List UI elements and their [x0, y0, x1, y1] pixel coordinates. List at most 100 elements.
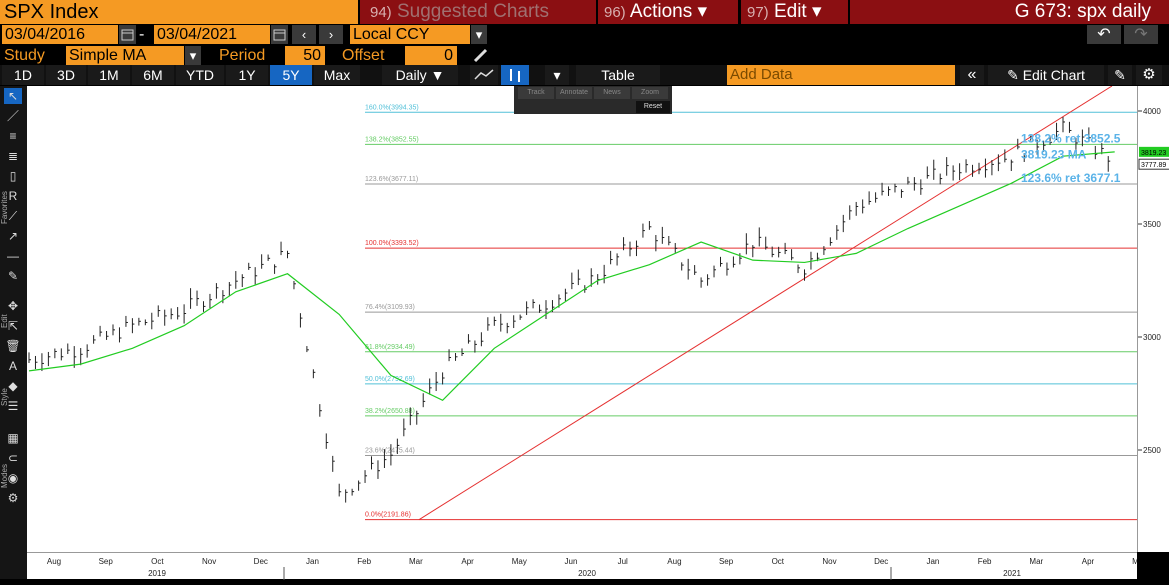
x-year-label: 2020: [578, 569, 596, 578]
period-tab[interactable]: 5Y: [270, 65, 312, 85]
mode-menu-item[interactable]: Track: [518, 87, 554, 99]
settings-icon[interactable]: ⚙: [7, 491, 19, 505]
end-date-field[interactable]: 03/04/2021: [154, 25, 270, 44]
line-chart-icon[interactable]: [470, 65, 498, 85]
offset-input[interactable]: 0: [405, 46, 457, 65]
start-date-field[interactable]: 03/04/2016: [2, 25, 118, 44]
fib-ext-icon[interactable]: ≣: [7, 149, 19, 163]
x-tick-label: Jan: [926, 557, 939, 566]
period-tab[interactable]: 3D: [46, 65, 86, 85]
x-tick-label: Nov: [822, 557, 836, 566]
suggested-charts-menu[interactable]: 94) Suggested Charts: [360, 0, 596, 24]
mode-menu-items: Track Annotate News Zoom: [516, 87, 670, 99]
period-tab[interactable]: 1Y: [226, 65, 268, 85]
offset-label: Offset: [342, 47, 385, 64]
add-data-input[interactable]: [727, 65, 955, 85]
collapse-icon[interactable]: «: [960, 65, 984, 85]
section-label-favorites: Favorites: [0, 191, 9, 224]
redo-icon[interactable]: ↷: [1124, 25, 1158, 44]
calendar-icon[interactable]: [271, 25, 288, 44]
ticker-field[interactable]: SPX Index: [0, 0, 358, 24]
y-tick-label: 3500: [1143, 220, 1161, 229]
period-tab[interactable]: 1D: [2, 65, 44, 85]
chevron-down-icon[interactable]: ▾: [185, 46, 201, 65]
pen-icon[interactable]: ✎: [7, 269, 19, 283]
y-tick-label: 3000: [1143, 333, 1161, 342]
last-price-tag: [1138, 158, 1169, 170]
grid-icon[interactable]: ▦: [7, 431, 19, 445]
x-tick-label: Mar: [1029, 557, 1043, 566]
period-tab[interactable]: 1M: [88, 65, 130, 85]
chart-settings-icon[interactable]: ✎: [1108, 65, 1132, 85]
retracement-icon[interactable]: R: [8, 189, 18, 203]
actions-menu[interactable]: 96) Actions ▾: [598, 0, 738, 24]
trend-icon[interactable]: ⟋: [8, 209, 18, 223]
edit-menu[interactable]: 97) Edit ▾: [741, 0, 848, 24]
x-tick-label: Oct: [772, 557, 785, 566]
chevron-down-icon[interactable]: ▾: [545, 65, 569, 85]
price-chart[interactable]: 160.0%(3994.35) 138.2%(3852.55) 123.6%(367…: [27, 85, 1137, 552]
gear-icon[interactable]: ⚙: [1136, 65, 1162, 85]
fib-level-label: 38.2%(2650.88): [365, 408, 415, 415]
x-tick-label: Dec: [874, 557, 888, 566]
palette-icon[interactable]: ◉: [7, 471, 19, 485]
period-tab[interactable]: YTD: [176, 65, 224, 85]
study-select[interactable]: Simple MA: [66, 46, 184, 65]
move-icon[interactable]: ✥: [7, 299, 19, 313]
width-icon[interactable]: ☰: [7, 399, 19, 413]
cursor-icon[interactable]: ↖: [4, 88, 22, 104]
x-tick-label: Feb: [357, 557, 371, 566]
edit-chart-button[interactable]: ✎ Edit Chart: [988, 65, 1104, 85]
pencil-icon[interactable]: [470, 46, 492, 65]
chevron-down-icon[interactable]: ▾: [471, 25, 487, 44]
fib-level-label: 100.0%(3393.52): [365, 240, 419, 247]
text-icon[interactable]: A: [8, 359, 17, 373]
paint-icon[interactable]: ◆: [8, 379, 18, 393]
x-tick-label: May: [512, 557, 527, 566]
period-tab[interactable]: Max: [314, 65, 360, 85]
hline-icon[interactable]: —: [7, 249, 19, 263]
period-tab[interactable]: 6M: [132, 65, 174, 85]
channel-icon[interactable]: ▯: [9, 169, 17, 183]
x-tick-label: Aug: [47, 557, 61, 566]
chart-canvas[interactable]: 160.0%(3994.35) 138.2%(3852.55) 123.6%(367…: [27, 85, 1137, 552]
fib-level-label: 76.4%(3109.93): [365, 304, 415, 311]
y-axis-canvas: 2500 3000 3500 4000 3819.23 3777.89: [1138, 107, 1169, 455]
left-drawing-toolbar: ↖ ／ ≡ ≣ ▯ R ⟋ ↗ — ✎ ✥ ⇱ 🗑 A ◆ ☰ ▦ ⊂ ◉ ⚙ …: [0, 86, 27, 579]
x-tick-label: Dec: [254, 557, 268, 566]
ret-123-annotation: 123.6% ret 3677.1: [1021, 171, 1121, 185]
ma-price-tag: [1139, 146, 1169, 157]
undo-icon[interactable]: ↶: [1087, 25, 1121, 44]
mode-menu-item[interactable]: Annotate: [556, 87, 592, 99]
select-icon[interactable]: ⇱: [7, 319, 19, 333]
menu-label: Suggested Charts: [396, 1, 550, 22]
mode-menu-item[interactable]: Zoom: [632, 87, 668, 99]
mode-menu-item[interactable]: News: [594, 87, 630, 99]
bar-chart-icon[interactable]: [501, 65, 529, 85]
prev-period-button[interactable]: ‹: [292, 25, 316, 44]
x-axis: Aug Sep Oct Nov Dec Jan Feb Mar Apr May Jun Jul Aug S…: [27, 552, 1147, 580]
x-tick-label: Sep: [719, 557, 734, 566]
reset-button[interactable]: Reset: [636, 101, 670, 113]
x-tick-label: Apr: [461, 557, 474, 566]
line-tool-icon[interactable]: ／: [6, 109, 19, 123]
fib-tool-icon[interactable]: ≡: [9, 129, 17, 143]
currency-select[interactable]: Local CCY: [350, 25, 470, 44]
x-tick-label: Oct: [151, 557, 164, 566]
next-period-button[interactable]: ›: [319, 25, 343, 44]
date-separator: -: [139, 26, 145, 43]
x-tick-label: Sep: [99, 557, 114, 566]
arrow-icon[interactable]: ↗: [7, 229, 19, 243]
study-label: Study: [4, 47, 45, 64]
table-button[interactable]: Table: [576, 65, 660, 85]
frequency-select[interactable]: Daily ▼: [382, 65, 458, 85]
calendar-icon[interactable]: [119, 25, 136, 44]
fib-level-label: 61.8%(2934.49): [365, 344, 415, 351]
delete-icon[interactable]: 🗑: [5, 339, 21, 353]
link-icon[interactable]: ⊂: [7, 451, 19, 465]
period-input[interactable]: 50: [285, 46, 325, 65]
menu-number: 94): [370, 4, 392, 21]
fib-level-label: 123.6%(3677.11): [365, 176, 418, 183]
fib-level-label: 23.6%(2475.44): [365, 448, 415, 455]
x-year-label: 2019: [148, 569, 166, 578]
